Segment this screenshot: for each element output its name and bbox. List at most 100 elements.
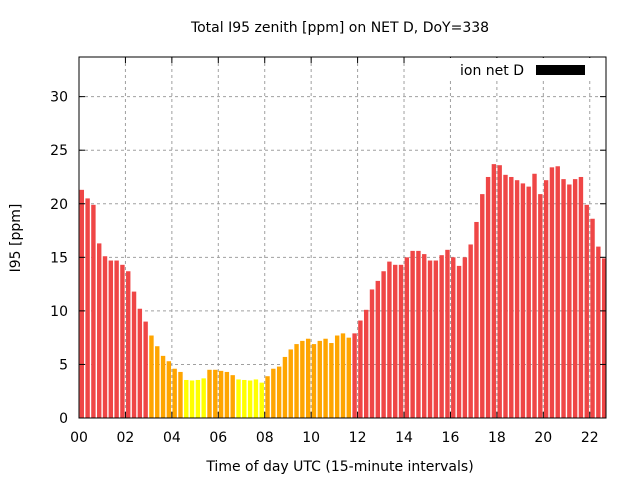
- bar: [445, 249, 450, 418]
- x-axis-label: Time of day UTC (15-minute intervals): [205, 459, 473, 475]
- bar: [97, 243, 102, 418]
- bar: [334, 335, 340, 418]
- x-tick-label: 20: [534, 430, 552, 446]
- bar: [433, 260, 439, 418]
- bar: [474, 221, 479, 418]
- bar: [468, 244, 473, 418]
- bar: [172, 368, 177, 418]
- bar: [294, 344, 299, 418]
- bar: [184, 379, 189, 418]
- bar: [276, 366, 282, 418]
- y-axis-label: I95 [ppm]: [8, 204, 24, 273]
- bar: [485, 176, 491, 418]
- bar: [247, 380, 253, 418]
- bar: [520, 183, 526, 418]
- bar: [375, 280, 381, 418]
- bar: [329, 343, 334, 418]
- bar: [91, 204, 96, 418]
- bar: [462, 257, 468, 418]
- bar: [311, 344, 317, 418]
- bar: [189, 380, 195, 418]
- x-tick-label: 00: [70, 430, 88, 446]
- bar: [178, 371, 183, 418]
- bar: [79, 189, 85, 418]
- bar: [497, 165, 502, 418]
- bar: [480, 194, 485, 418]
- bar: [561, 179, 566, 418]
- x-tick-label: 04: [163, 430, 181, 446]
- y-tick-label: 5: [59, 357, 68, 373]
- bar: [300, 340, 305, 418]
- bar: [288, 349, 293, 418]
- bar: [137, 308, 143, 418]
- x-tick-label: 10: [302, 430, 320, 446]
- bar: [352, 333, 357, 418]
- bar: [224, 371, 230, 418]
- y-tick-label: 0: [59, 411, 68, 427]
- bar: [601, 258, 606, 418]
- bar: [346, 337, 351, 418]
- bar: [282, 356, 288, 418]
- bar: [131, 291, 137, 418]
- bar: [398, 264, 404, 418]
- x-tick-label: 22: [581, 430, 599, 446]
- chart-title: Total I95 zenith [ppm] on NET D, DoY=338: [190, 20, 489, 36]
- bar: [572, 179, 578, 418]
- y-tick-label: 25: [50, 143, 68, 159]
- bar: [526, 186, 531, 418]
- bar: [509, 176, 514, 418]
- bar: [85, 198, 90, 418]
- bar: [503, 174, 508, 418]
- bar: [590, 218, 595, 418]
- bar: [491, 164, 497, 418]
- bar: [422, 254, 427, 418]
- bar: [363, 309, 369, 418]
- bar: [305, 338, 311, 418]
- bar: [213, 369, 218, 418]
- y-tick-label: 10: [50, 304, 68, 320]
- bar: [538, 194, 543, 418]
- bar: [578, 176, 584, 418]
- bar: [358, 320, 363, 418]
- bar: [160, 355, 166, 418]
- bar: [596, 246, 601, 418]
- bar: [369, 289, 375, 418]
- bar: [567, 184, 572, 418]
- x-tick-label: 14: [395, 430, 413, 446]
- bar: [404, 257, 410, 418]
- bar: [456, 265, 462, 418]
- y-tick-label: 20: [50, 197, 68, 213]
- bar: [207, 369, 212, 418]
- bar: [323, 338, 328, 418]
- x-tick-label: 16: [442, 430, 460, 446]
- bar: [451, 257, 456, 418]
- bar: [166, 361, 172, 418]
- bar: [195, 379, 201, 418]
- bar: [242, 379, 247, 418]
- y-tick-label: 15: [50, 250, 68, 266]
- legend-swatch: [536, 65, 585, 75]
- bar: [381, 271, 386, 418]
- legend-label: ion net D: [460, 63, 524, 79]
- bar: [143, 321, 148, 418]
- bar: [253, 379, 259, 418]
- bar: [155, 346, 160, 418]
- legend: ion net D: [441, 58, 605, 80]
- bar: [410, 250, 415, 418]
- y-tick-label: 30: [50, 90, 68, 106]
- bar: [149, 335, 154, 418]
- bar: [416, 250, 421, 418]
- bar: [108, 260, 114, 418]
- plot-frame: [78, 56, 607, 419]
- bar: [387, 261, 392, 418]
- bar: [271, 368, 276, 418]
- bar: [555, 166, 560, 418]
- bar: [218, 370, 224, 418]
- bar: [543, 180, 549, 418]
- x-tick-label: 12: [349, 430, 367, 446]
- bar: [114, 260, 119, 418]
- bar: [236, 379, 241, 418]
- bar: [427, 260, 433, 418]
- bars: [79, 164, 606, 418]
